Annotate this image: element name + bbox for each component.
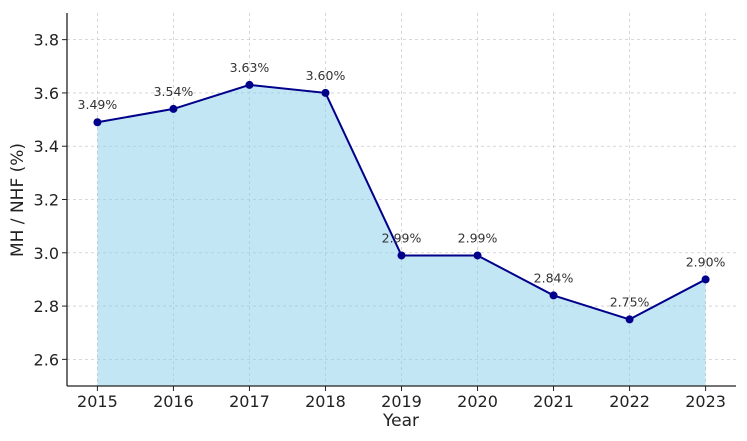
- area-fill: [97, 84, 706, 386]
- y-tick-label: 3.6: [34, 84, 59, 103]
- x-tick-label: 2015: [77, 392, 118, 411]
- y-tick-label: 3.2: [34, 191, 59, 210]
- data-point: [245, 80, 254, 89]
- data-points: [93, 80, 710, 324]
- data-point: [549, 291, 558, 300]
- data-label: 2.90%: [686, 254, 726, 269]
- y-tick-label: 2.6: [34, 350, 59, 369]
- data-label: 3.60%: [306, 68, 346, 83]
- data-point: [473, 251, 482, 260]
- data-label: 3.63%: [230, 60, 270, 75]
- x-tick-label: 2018: [305, 392, 346, 411]
- data-label: 3.49%: [78, 97, 118, 112]
- data-label: 2.99%: [382, 230, 422, 245]
- x-tick-label: 2023: [685, 392, 726, 411]
- data-point: [397, 251, 406, 260]
- y-tick-label: 2.8: [34, 297, 59, 316]
- y-tick-label: 3.0: [34, 244, 59, 263]
- x-tick-label: 2017: [229, 392, 270, 411]
- data-point: [169, 104, 178, 113]
- data-labels: 3.49% 3.54% 3.63% 3.60% 2.99% 2.99% 2.84% 2.75%…: [78, 60, 726, 309]
- x-tick-label: 2019: [381, 392, 422, 411]
- x-tick-label: 2022: [609, 392, 650, 411]
- data-point: [625, 315, 634, 324]
- x-tick-label: 2016: [153, 392, 194, 411]
- data-point: [93, 118, 102, 127]
- x-tick-label: 2020: [457, 392, 498, 411]
- data-label: 3.54%: [154, 84, 194, 99]
- y-ticks: 2.6 2.8 3.0 3.2 3.4 3.6 3.8: [34, 31, 67, 369]
- x-tick-label: 2021: [533, 392, 574, 411]
- data-point: [321, 88, 330, 97]
- data-point: [701, 275, 710, 284]
- y-tick-label: 3.8: [34, 31, 59, 50]
- x-ticks: 2015 2016 2017 2018 2019 2020 2021 2022 2023: [77, 386, 726, 411]
- data-label: 2.75%: [610, 294, 650, 309]
- y-axis-label: MH / NHF (%): [8, 143, 28, 257]
- data-label: 2.84%: [534, 270, 574, 285]
- y-tick-label: 3.4: [34, 137, 59, 156]
- data-label: 2.99%: [458, 230, 498, 245]
- x-axis-label: Year: [382, 411, 419, 431]
